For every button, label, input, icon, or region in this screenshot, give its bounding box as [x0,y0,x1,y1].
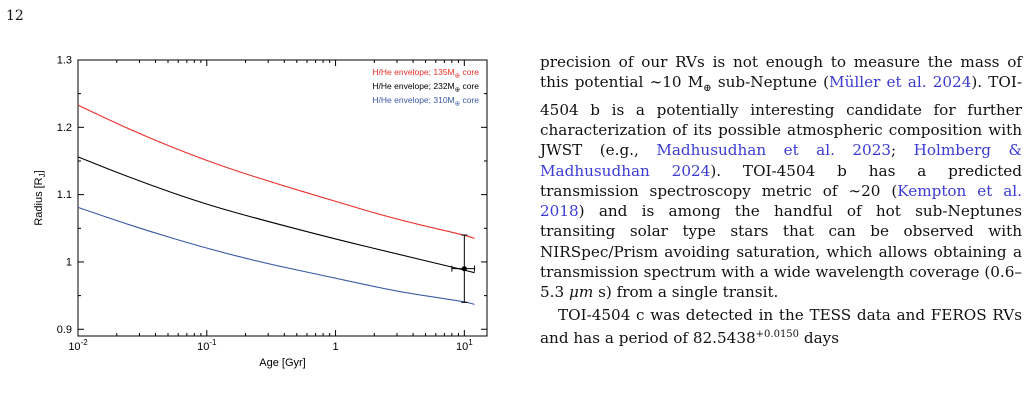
y-tick-label: 0.9 [57,324,72,336]
paragraph-1-segment: μm [568,283,594,302]
paragraph-1-segment: ; [891,141,914,160]
citation-link[interactable]: Madhusudhan et al. 2023 [656,141,892,160]
body-text-column: precision of our RVs is not enough to me… [540,52,1022,348]
legend-entry-3: H/He envelope; 310M⊕ core [372,95,479,108]
x-tick-label: 101 [456,338,473,353]
paragraph-2: TOI-4504 c was detected in the TESS data… [540,305,1022,349]
y-tick-label: 1 [66,256,72,268]
series-line-1 [77,104,475,239]
paragraph-2-tail: days [799,328,840,347]
y-tick-label: 1.3 [57,55,72,67]
paragraph-2-text: TOI-4504 c was detected in the TESS data… [540,305,1022,347]
plot-frame [77,59,488,337]
x-axis-label: Age [Gyr] [259,357,305,369]
paragraph-1-segment: ). TOI-4504 b is a potentially interesti… [540,73,1023,160]
radius-age-chart: 0.9 1 1.1 1.2 1.3 10-2 10-1 1 101 Age [Gyr] Radius… [33,55,488,369]
paragraph-1-segment: ⊕ [703,83,712,95]
series-line-3 [77,206,475,305]
legend-entry-1: H/He envelope; 135M⊕ core [372,67,479,80]
y-tick-label: 1.1 [57,189,72,201]
x-tick-label: 10-1 [197,338,217,353]
x-tick-label: 10-2 [68,338,88,353]
paragraph-1: precision of our RVs is not enough to me… [540,52,1022,303]
citation-link[interactable]: Müller et al. 2024 [829,73,972,92]
paragraph-1-segment: sub-Neptune ( [711,73,830,92]
citation-link[interactable]: Kempton et al. 2018 [540,181,1022,221]
x-tick-label: 1 [332,341,338,353]
y-axis-label: Radius [RJ] [33,170,47,225]
paragraph-1-segment: precision of our RVs is not enough to me… [540,53,1022,92]
period-uncertainty: +0.0150 [755,328,800,340]
y-tick-label: 1.2 [57,122,72,134]
paragraph-1-segment: ). TOI-4504 b has a predicted transmissi… [540,161,1023,200]
paragraph-1-segment: ) and is among the handful of hot sub-Ne… [540,202,1022,302]
paragraph-1-segment: s) from a single transit. [593,283,779,302]
citation-link[interactable]: Holmberg & Madhusudhan 2024 [540,141,1022,180]
legend-entry-2: H/He envelope; 232M⊕ core [372,81,479,94]
page-number: 12 [6,8,24,24]
data-point [461,266,467,272]
series-line-2 [77,156,475,274]
